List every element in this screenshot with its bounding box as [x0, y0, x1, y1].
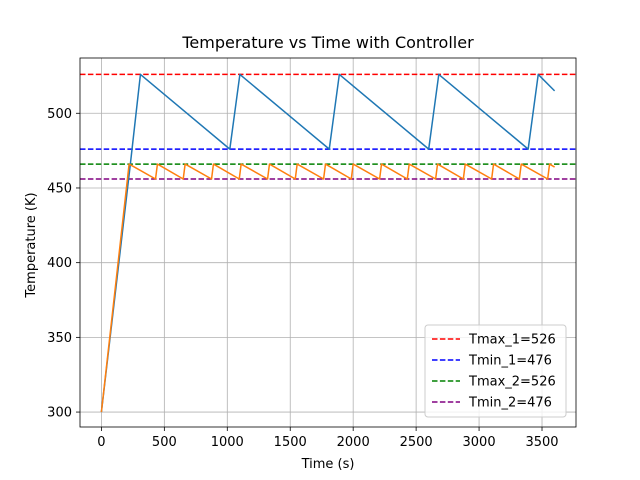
y-tick-label: 450 — [47, 181, 72, 196]
x-tick-label: 0 — [97, 435, 105, 450]
x-tick-label: 1000 — [211, 435, 244, 450]
plot-frame — [79, 57, 577, 428]
x-tick-label: 3000 — [463, 435, 496, 450]
y-tick-label: 350 — [47, 331, 72, 346]
series-lines — [100, 73, 556, 413]
x-tick-label: 1500 — [274, 435, 307, 450]
legend-box — [424, 324, 567, 418]
x-tick-label: 2500 — [400, 435, 433, 450]
x-axis-title: Time (s) — [301, 457, 355, 472]
axes: 0 500 1000 1500 2000 2500 3000 3500 300 350 400 450… — [47, 57, 577, 450]
y-tick-label: 300 — [47, 406, 72, 421]
legend-label: Tmax_1=526 — [468, 333, 556, 348]
x-tick-label: 2000 — [337, 435, 370, 450]
legend-label: Tmax_2=526 — [468, 375, 556, 390]
y-axis-title: Temperature (K) — [24, 192, 39, 298]
legend: Tmax_1=526 Tmin_1=476 Tmax_2=526 Tmin_2=476 — [424, 324, 567, 418]
y-tick-label: 400 — [47, 256, 72, 271]
series-line — [100, 73, 556, 413]
y-tick-label: 500 — [47, 107, 72, 122]
legend-label: Tmin_1=476 — [468, 354, 552, 369]
series-line — [100, 163, 555, 413]
x-tick-label: 500 — [152, 435, 177, 450]
chart-title: Temperature vs Time with Controller — [181, 33, 474, 52]
x-tick-label: 3500 — [525, 435, 558, 450]
legend-label: Tmin_2=476 — [468, 396, 552, 411]
